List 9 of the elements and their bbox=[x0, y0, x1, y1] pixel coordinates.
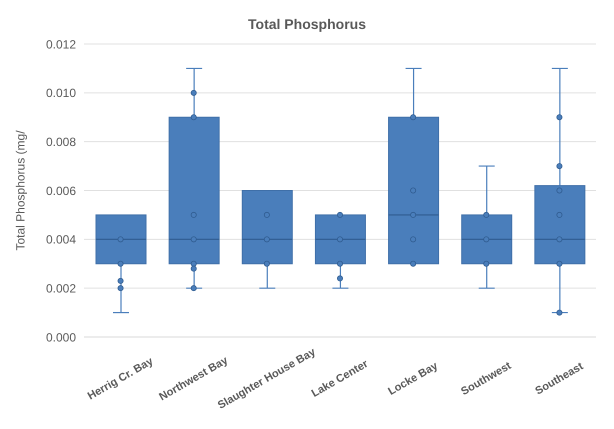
chart-title: Total Phosphorus bbox=[247, 15, 367, 34]
y-tick-label: 0.006 bbox=[46, 184, 76, 198]
y-tick-label: 0.000 bbox=[46, 330, 76, 344]
y-tick-label: 0.002 bbox=[46, 281, 76, 296]
y-tick-label: 0.004 bbox=[46, 232, 76, 247]
y-tick-label: 0.008 bbox=[46, 134, 76, 149]
y-tick-label: 0.012 bbox=[46, 37, 76, 52]
y-tick-label: 0.010 bbox=[46, 86, 76, 100]
y-axis-title: Total Phosphorus (mg/ bbox=[13, 130, 28, 250]
